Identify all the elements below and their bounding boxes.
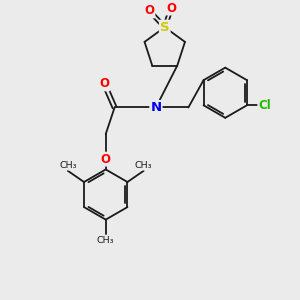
- Text: S: S: [160, 21, 169, 34]
- Text: O: O: [166, 2, 176, 14]
- Text: O: O: [144, 4, 154, 17]
- Text: N: N: [150, 101, 161, 114]
- Text: O: O: [101, 153, 111, 166]
- Text: CH₃: CH₃: [135, 161, 152, 170]
- Text: CH₃: CH₃: [59, 161, 76, 170]
- Text: Cl: Cl: [258, 99, 271, 112]
- Text: CH₃: CH₃: [97, 236, 115, 245]
- Text: O: O: [99, 77, 109, 90]
